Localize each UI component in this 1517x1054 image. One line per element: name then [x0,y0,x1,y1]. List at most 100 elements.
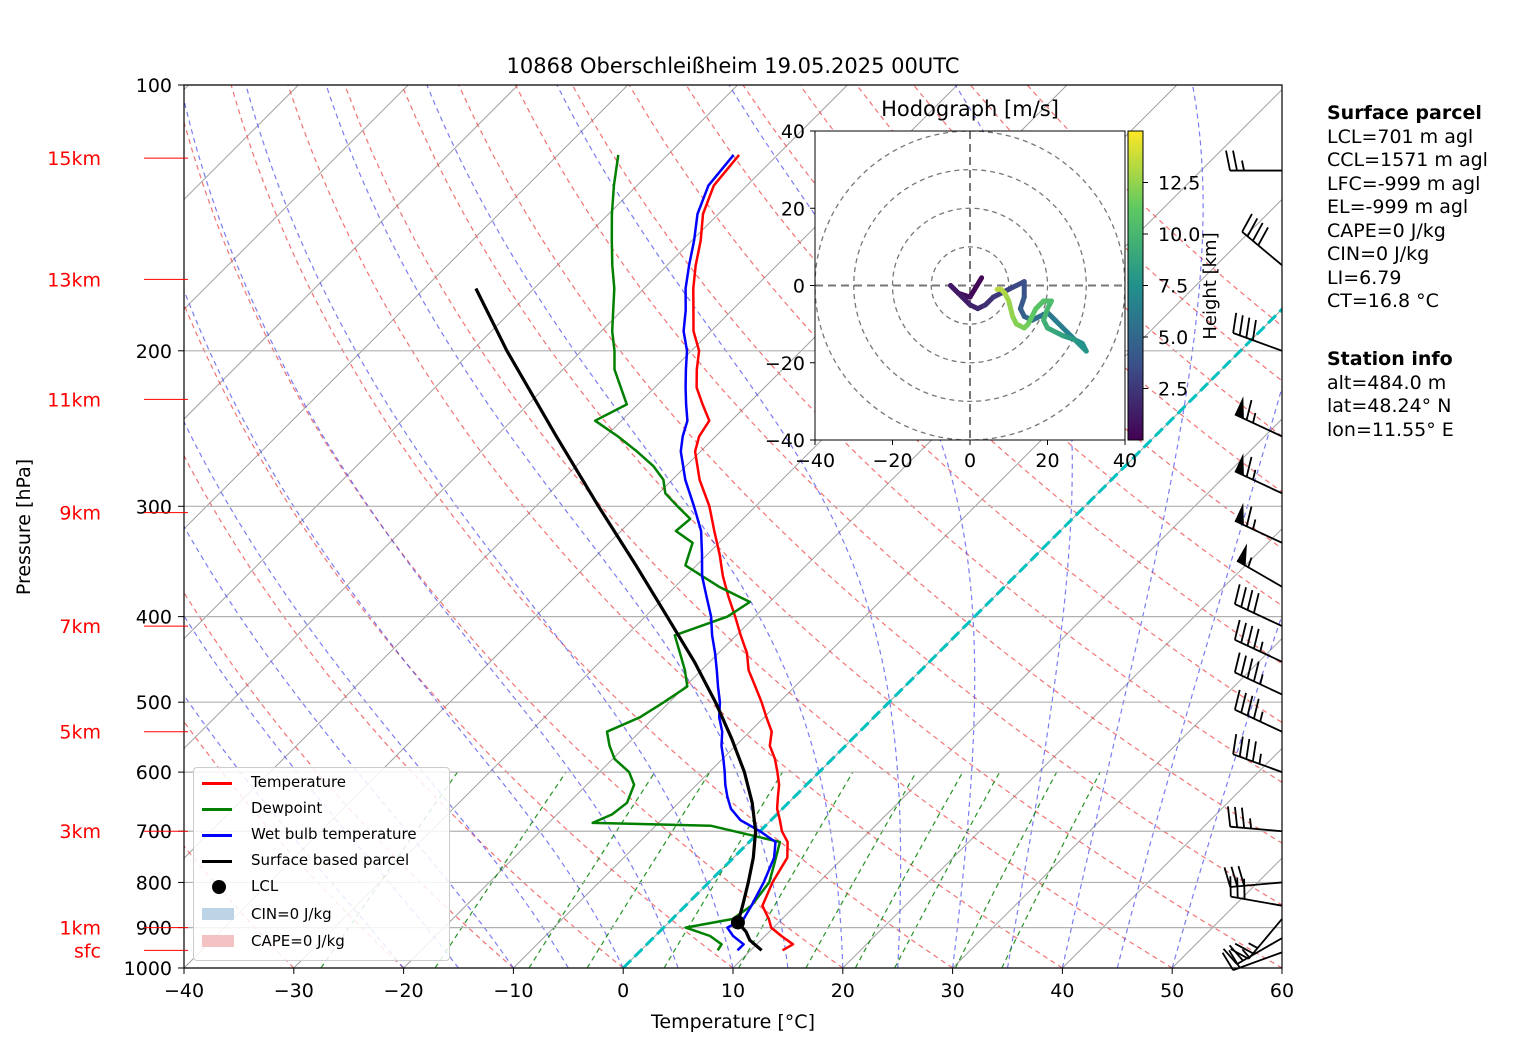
barb-staff [1247,918,1283,960]
chart-legend: Temperature Dewpoint Wet bulb temperatur… [193,767,450,961]
height-tick-label: 7km [59,616,101,638]
moist-adiabat-line [184,97,679,968]
barb-feather [1232,150,1238,171]
barb-feather [1221,952,1234,971]
barb-half-feather [1259,641,1264,652]
barb-feather [1246,217,1259,237]
hodograph-segment [967,275,985,300]
barb-staff [1230,825,1283,833]
barb-feather [1245,738,1251,760]
barb-feather [1237,865,1246,886]
barb-feather [1233,652,1241,673]
moist-adiabat-line [325,85,789,968]
info-line: CAPE=0 J/kg [1327,219,1446,242]
barb-feather [1246,658,1254,679]
legend-item-dewpoint: Dewpoint [194,796,449,822]
info-line: LCL=701 m agl [1327,125,1474,148]
hodograph-colorbar [1127,130,1144,441]
barb-staff [1234,470,1283,495]
dry-adiabat-line [184,120,844,968]
barb-feather [1253,698,1260,719]
wind-barb [1229,876,1283,907]
hodograph-segment [1052,317,1070,335]
mixing-ratio-line [1001,771,1101,968]
lcl-marker [730,915,745,930]
wind-barb [1227,806,1283,833]
x-tick-label: −40 [164,980,204,1002]
y-tick-label: 100 [136,75,172,97]
barb-feather [1246,625,1254,646]
dry-adiabat-line [458,85,1282,906]
hodograph-rings [815,131,1125,440]
barb-feather [1223,867,1232,888]
isotherm-line [1062,747,1282,968]
y-tick-label: 700 [136,821,172,843]
barb-feather [1257,226,1269,246]
legend-label: CAPE=0 J/kg [251,932,345,950]
barb-feather [1230,866,1239,887]
hodograph-y-tick-label: −40 [765,430,805,452]
dry-adiabat-line [230,85,953,968]
barb-half-feather [1258,753,1262,765]
hodograph-ring [853,168,1087,403]
dry-adiabat-line [184,720,405,968]
series-wet-bulb-temperature [679,154,777,952]
moist-adiabat-line [1061,85,1204,968]
wind-barb [1236,543,1283,588]
legend-label: Surface based parcel [251,851,410,869]
isotherm-line [184,85,519,420]
barb-half-feather [1259,711,1264,722]
barb-half-feather [1252,519,1257,530]
legend-swatch [202,935,234,947]
series-dewpoint [591,154,782,951]
info-line: CT=16.8 °C [1327,290,1439,312]
wind-barb [1230,918,1283,960]
barb-staff [1234,708,1283,733]
legend-swatch [202,782,232,785]
legend-item-wetbulb: Wet bulb temperature [194,822,449,848]
hodograph-y-tick-label: 0 [793,276,805,298]
colorbar-tick-label: 5.0 [1158,327,1188,349]
barb-staff [1234,638,1283,663]
x-tick-label: 50 [1160,980,1184,1002]
hodograph-y-tick-label: −20 [765,353,805,375]
barb-feather [1222,948,1238,965]
wind-barb [1233,584,1283,627]
barb-feather [1253,628,1260,649]
barb-feather [1251,319,1257,341]
x-axis: −40 −30 −20 −10 0 10 20 30 40 50 60 [164,968,1294,1002]
x-tick-label: 10 [721,980,745,1002]
barb-half-feather [1247,557,1253,568]
x-axis-label: Temperature [°C] [650,1011,815,1033]
colorbar-label: Height [km] [1200,232,1221,339]
moist-adiabat-line [245,85,734,968]
barb-staff [1230,881,1283,888]
chart-title: 10868 Oberschleißheim 19.05.2025 00UTC [507,54,960,78]
wind-barb [1234,453,1283,495]
colorbar-tick-label: 7.5 [1158,276,1188,298]
barb-half-feather [1249,818,1253,829]
info-line: CCL=1571 m agl [1327,149,1488,171]
barb-feather [1245,456,1253,478]
dry-adiabat-line [344,85,1173,968]
x-tick-label: −30 [274,980,314,1002]
barb-feather [1233,619,1241,641]
barb-staff [1234,603,1283,627]
hodograph-x-tick-label: 0 [964,450,976,472]
barb-feather [1228,949,1241,969]
barb-feather [1241,213,1253,233]
legend-label: Dewpoint [251,799,323,817]
colorbar-tick-label: 10.0 [1158,224,1200,246]
isotherm-line [732,418,1282,968]
x-tick-label: −10 [493,980,533,1002]
wind-barb [1225,150,1282,172]
barb-staff [1236,559,1283,588]
dry-adiabat-line [514,85,1282,844]
isotherm-line [842,528,1282,968]
barb-feather [1240,622,1247,643]
hodograph-x-tick-label: 40 [1113,450,1137,472]
hodograph-x-tick-label: −20 [872,450,912,472]
info-line: EL=-999 m agl [1327,196,1469,218]
wind-barb [1223,865,1283,888]
barb-feather [1240,655,1247,676]
